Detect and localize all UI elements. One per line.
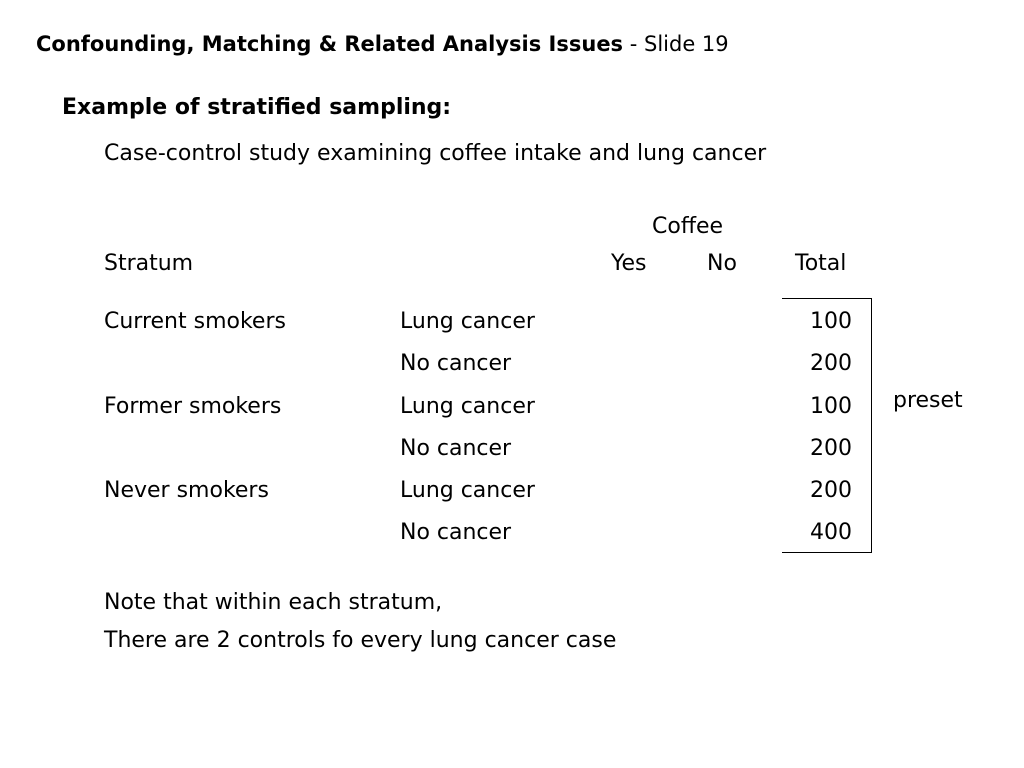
slide-title-separator: - <box>623 32 644 56</box>
total-value: 200 <box>810 478 852 503</box>
section-heading: Example of stratified sampling: <box>62 95 452 120</box>
group-label: Lung cancer <box>400 309 535 334</box>
total-value: 100 <box>810 309 852 334</box>
slide-title: Confounding, Matching & Related Analysis… <box>36 32 624 56</box>
study-description: Case-control study examining coffee inta… <box>104 141 767 166</box>
group-label: Lung cancer <box>400 478 535 503</box>
note-line: There are 2 controls fo every lung cance… <box>104 628 617 653</box>
group-label: No cancer <box>400 436 512 461</box>
total-value: 100 <box>810 394 852 419</box>
total-value: 200 <box>810 351 852 376</box>
total-column-header: Total <box>795 251 847 276</box>
total-value: 400 <box>810 520 852 545</box>
yes-column-header: Yes <box>611 251 647 276</box>
coffee-group-header: Coffee <box>652 214 724 239</box>
group-label: No cancer <box>400 520 512 545</box>
slide-number: Slide 19 <box>644 32 729 56</box>
note-line: Note that within each stratum, <box>104 590 443 615</box>
group-label: No cancer <box>400 351 512 376</box>
stratum-label: Former smokers <box>104 394 282 419</box>
preset-totals-bracket <box>782 298 872 553</box>
stratum-column-header: Stratum <box>104 251 194 276</box>
total-value: 200 <box>810 436 852 461</box>
stratum-label: Current smokers <box>104 309 286 334</box>
group-label: Lung cancer <box>400 394 535 419</box>
no-column-header: No <box>707 251 737 276</box>
preset-label: preset <box>893 388 963 413</box>
slide-header: Confounding, Matching & Related Analysis… <box>36 30 729 58</box>
stratum-label: Never smokers <box>104 478 269 503</box>
